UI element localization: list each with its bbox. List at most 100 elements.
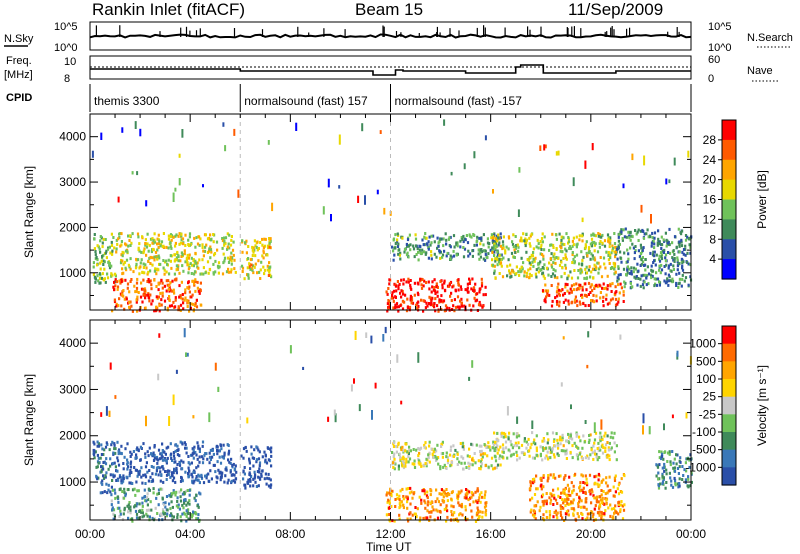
echo-cell	[450, 461, 454, 464]
echo-cell	[208, 451, 211, 455]
echo-cell	[198, 491, 201, 495]
echo-cell	[100, 132, 103, 140]
echo-cell	[435, 285, 438, 289]
echo-cell	[613, 507, 616, 510]
echo-cell	[444, 232, 447, 236]
echo-cell	[407, 487, 410, 490]
echo-cell	[115, 247, 118, 251]
echo-cell	[130, 304, 133, 308]
echo-cell	[132, 450, 135, 453]
echo-cell	[203, 453, 206, 457]
echo-cell	[466, 298, 469, 302]
echo-cell	[142, 278, 145, 282]
echo-cell	[678, 482, 681, 485]
echo-cell	[664, 450, 667, 454]
echo-cell	[445, 504, 448, 508]
echo-cell	[137, 248, 140, 252]
echo-cell	[577, 446, 580, 450]
echo-cell	[161, 286, 164, 290]
echo-cell	[94, 253, 97, 257]
echo-cell	[616, 302, 619, 306]
echo-cell	[131, 309, 134, 313]
echo-cell	[250, 445, 253, 449]
echo-cell	[560, 491, 563, 495]
echo-cell	[263, 237, 266, 241]
echo-cell	[429, 515, 432, 519]
echo-cell	[443, 288, 447, 292]
echo-cell	[529, 510, 532, 514]
echo-cell	[109, 490, 112, 494]
echo-cell	[631, 242, 634, 246]
echo-cell	[614, 297, 618, 301]
echo-cell	[673, 252, 676, 256]
echo-cell	[169, 245, 172, 249]
echo-cell	[609, 253, 612, 257]
echo-cell	[441, 255, 444, 259]
echo-cell	[581, 239, 584, 243]
echo-cell	[122, 474, 125, 478]
echo-cell	[162, 266, 165, 270]
echo-cell	[449, 245, 452, 249]
echo-cell	[548, 446, 551, 450]
echo-cell	[446, 458, 450, 462]
echo-cell	[146, 514, 149, 518]
echo-cell	[130, 278, 133, 281]
echo-cell	[441, 286, 444, 290]
echo-cell	[270, 454, 273, 458]
echo-cell	[553, 455, 556, 459]
echo-cell	[137, 449, 140, 453]
echo-cell	[637, 277, 640, 280]
echo-cell	[249, 467, 252, 471]
echo-cell	[645, 283, 648, 287]
colorbar-swatch	[722, 379, 736, 398]
echo-cell	[123, 307, 126, 311]
echo-cell	[588, 434, 591, 437]
echo-cell	[228, 233, 231, 237]
echo-cell	[611, 297, 614, 301]
echo-cell	[598, 446, 601, 450]
echo-cell	[99, 267, 102, 271]
echo-cell	[517, 249, 520, 253]
echo-cell	[491, 246, 494, 250]
echo-cell	[541, 266, 544, 269]
echo-cell	[587, 293, 590, 296]
echo-cell	[472, 493, 475, 497]
echo-cell	[150, 287, 153, 291]
echo-cell	[613, 441, 616, 445]
echo-cell	[665, 468, 668, 472]
echo-cell	[543, 144, 546, 151]
echo-cell	[390, 505, 393, 508]
echo-cell	[93, 451, 96, 454]
echo-cell	[656, 277, 660, 281]
echo-cell	[147, 479, 150, 483]
echo-cell	[263, 477, 266, 481]
cpid-segment-label: normalsound (fast) -157	[395, 94, 523, 108]
echo-cell	[591, 267, 595, 271]
echo-cell	[107, 488, 110, 492]
echo-cell	[535, 245, 538, 249]
echo-cell	[545, 446, 548, 450]
echo-cell	[473, 452, 476, 455]
echo-cell	[439, 280, 442, 283]
echo-cell	[202, 249, 205, 253]
echo-cell	[615, 458, 618, 462]
echo-cell	[393, 457, 396, 461]
echo-cell	[572, 236, 575, 240]
echo-cell	[576, 304, 579, 308]
echo-cell	[502, 235, 505, 239]
echo-cell	[533, 456, 536, 460]
echo-cell	[553, 274, 556, 278]
echo-cell	[606, 441, 609, 444]
echo-cell	[102, 237, 105, 241]
echo-cell	[541, 500, 544, 504]
echo-cell	[197, 513, 200, 517]
echo-cell	[157, 488, 161, 492]
echo-cell	[608, 301, 611, 305]
echo-cell	[601, 233, 604, 237]
echo-cell	[222, 252, 225, 256]
echo-cell	[594, 234, 597, 238]
echo-cell	[189, 306, 192, 310]
echo-cell	[610, 431, 613, 435]
echo-cell	[470, 442, 473, 446]
echo-cell	[670, 269, 673, 273]
